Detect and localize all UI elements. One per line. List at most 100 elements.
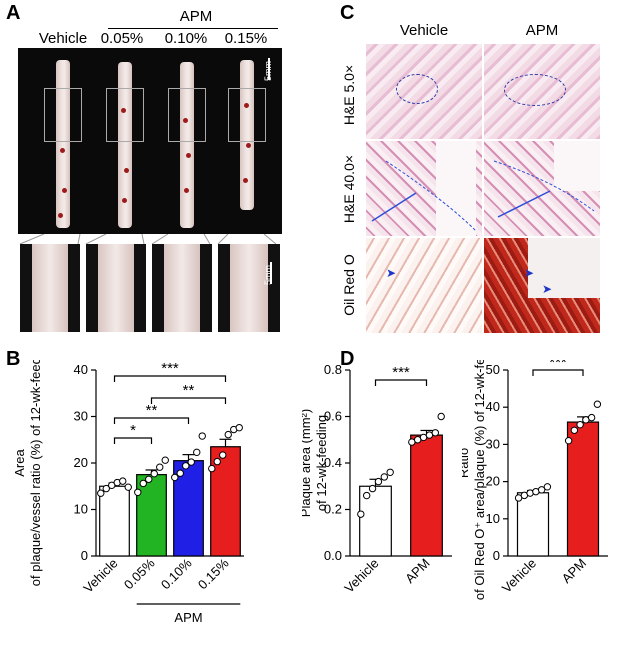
zoom-box-005 (106, 88, 144, 142)
significance-label: ** (183, 382, 195, 399)
y-tick-label: 0.6 (324, 409, 342, 424)
group-label: APM (174, 610, 202, 625)
oilredo-apm-image: ➤ ➤ (484, 238, 600, 333)
data-point (564, 436, 573, 445)
y-tick-label: 20 (74, 455, 88, 470)
data-point (156, 463, 164, 471)
data-point (431, 429, 440, 437)
y-axis-label-line: Ratio (462, 448, 471, 478)
bar-Vehicle (99, 485, 130, 557)
group-label-vehicle: Vehicle (38, 30, 88, 47)
significance-label: *** (549, 360, 567, 371)
data-point (182, 462, 190, 470)
data-point (161, 456, 169, 464)
data-point (134, 488, 142, 496)
data-point (543, 483, 552, 491)
y-tick-label: 40 (486, 399, 500, 414)
chart-d-oil-red-ratio: 0 10 20 30 40 50 Vehicle APM *** Ratio of Oil Red … (462, 360, 608, 600)
he40-vehicle-image (366, 141, 482, 236)
data-point (171, 473, 179, 482)
bar-Vehicle (516, 492, 550, 557)
group-label-015: 0.15% (224, 30, 268, 47)
y-axis-label-line: of 12-wk-feeding (314, 415, 329, 511)
bar-0.05% (136, 474, 167, 557)
x-tick-label: 0.05% (121, 555, 158, 592)
data-point (102, 484, 110, 493)
y-tick-label: 0 (81, 548, 88, 563)
col-label-apm: APM (525, 22, 559, 39)
y-tick-label: 0.0 (324, 548, 342, 563)
aorta-whole-image: 5mm (18, 48, 282, 234)
zoom-image-010 (152, 244, 212, 332)
aorta-015 (240, 60, 254, 210)
aorta-vehicle (56, 60, 70, 228)
significance-bracket (374, 379, 428, 386)
group-label-005: 0.05% (100, 30, 144, 47)
data-point (357, 510, 365, 518)
data-point (374, 477, 383, 486)
data-point (187, 458, 195, 466)
aorta-005 (118, 62, 132, 228)
data-point (224, 430, 232, 439)
y-axis-label-line: of plaque/vessel ratio (%) of 12-wk-feed… (28, 360, 43, 586)
data-point (124, 483, 132, 491)
y-tick-label: 30 (74, 409, 88, 424)
y-tick-label: 0 (493, 548, 500, 563)
significance-bracket (113, 375, 227, 382)
data-point (193, 448, 201, 457)
he5-vehicle-image (366, 44, 482, 139)
y-tick-label: 0.2 (324, 502, 342, 517)
scale-label-bottom: 5mm (263, 265, 273, 285)
y-tick-label: 30 (486, 436, 500, 451)
row-label-oilredo: Oil Red O (341, 254, 357, 316)
scale-bar-bottom (270, 262, 272, 284)
data-point (576, 420, 584, 429)
he5-apm-image (484, 44, 600, 139)
bar-0.10% (173, 460, 204, 557)
zoom-image-005 (86, 244, 146, 332)
data-point (97, 489, 105, 497)
zoom-connector-lines (19, 234, 277, 244)
x-tick-label: Vehicle (341, 556, 381, 596)
y-axis-label-line: Area (12, 449, 27, 477)
y-tick-label: 50 (486, 362, 500, 377)
bar-APM (410, 434, 443, 557)
data-point (198, 432, 206, 440)
data-point (593, 400, 602, 408)
x-tick-label: 0.10% (158, 555, 195, 592)
panel-a-label: A (6, 2, 21, 24)
x-tick-label: APM (402, 556, 433, 587)
chart-d-plaque-area: 0.0 0.2 0.4 0.6 0.8 Vehicle APM *** Plaque area … (302, 362, 452, 596)
y-tick-label: 20 (486, 474, 500, 489)
significance-bracket (150, 397, 227, 404)
y-tick-label: 40 (74, 362, 88, 377)
group-label-010: 0.10% (164, 30, 208, 47)
x-tick-label: APM (559, 556, 590, 587)
data-point (570, 426, 579, 434)
significance-bracket (113, 437, 153, 444)
data-point (150, 469, 158, 478)
data-point (437, 412, 445, 421)
panel-b-label: B (6, 348, 21, 370)
scale-bar-top (268, 58, 270, 80)
panel-d-label: D (340, 348, 355, 370)
data-point (537, 486, 546, 494)
data-point (368, 484, 377, 493)
data-point (208, 464, 216, 473)
y-tick-label: 0.4 (324, 455, 342, 470)
zoom-box-010 (168, 88, 206, 142)
row-label-he5: H&E 5.0× (341, 64, 357, 126)
scale-label-top: 5mm (263, 61, 273, 81)
data-point (119, 477, 127, 485)
data-point (386, 468, 394, 477)
y-tick-label: 10 (74, 502, 88, 517)
significance-label: ** (146, 402, 158, 419)
data-point (176, 469, 184, 477)
bar-APM (566, 421, 600, 557)
significance-label: * (130, 422, 136, 439)
x-tick-label: 0.15% (195, 555, 232, 592)
zoom-box-vehicle (44, 88, 82, 142)
y-axis-label-line: Plaque area (mm²) (302, 409, 313, 517)
data-point (587, 413, 596, 422)
